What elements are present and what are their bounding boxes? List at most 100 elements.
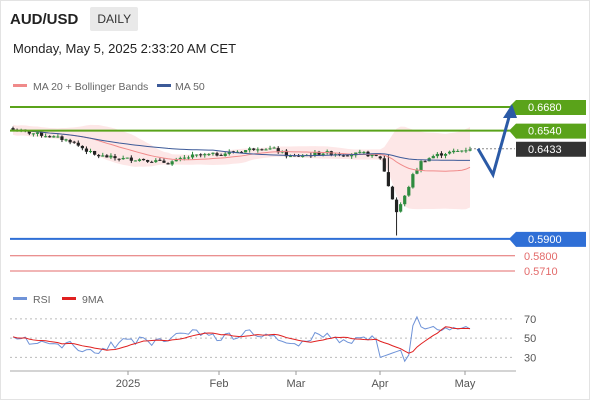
candle	[97, 153, 101, 159]
candle	[243, 150, 248, 153]
x-tick-label: Apr	[371, 378, 388, 390]
x-tick-label: Feb	[210, 378, 229, 390]
forecast-arrow	[476, 104, 517, 179]
candle	[88, 148, 93, 154]
symbol-label[interactable]: AUD/USD	[10, 10, 79, 28]
bollinger-legend-label: MA 20 + Bollinger Bands	[33, 81, 148, 93]
candle	[207, 153, 211, 157]
candle	[166, 162, 170, 165]
x-tick-label: Mar	[287, 378, 306, 390]
candle	[121, 155, 125, 160]
candle	[345, 155, 350, 157]
candle	[219, 153, 223, 156]
candle	[378, 155, 382, 160]
ma50-line	[12, 129, 471, 161]
level-current: 0.6433	[470, 141, 586, 157]
moving-averages	[12, 129, 471, 172]
timeframe-button[interactable]: DAILY	[90, 7, 139, 31]
main-legend: MA 20 + Bollinger Bands MA 50	[13, 81, 205, 93]
candle	[72, 140, 76, 144]
candle	[439, 151, 444, 159]
candle	[60, 135, 64, 143]
candle	[394, 197, 399, 236]
candle	[435, 152, 439, 159]
candle	[76, 140, 80, 147]
level-support: 0.5710	[10, 266, 558, 278]
candle	[56, 134, 60, 138]
rsi-tick-label: 30	[524, 352, 536, 364]
candle	[386, 155, 390, 187]
level-label: 0.6680	[528, 102, 562, 114]
candle	[162, 158, 166, 163]
candle	[248, 146, 252, 153]
candle	[64, 138, 68, 142]
ma50-legend-swatch	[157, 84, 171, 87]
rsi-ma-legend-label: 9MA	[82, 294, 104, 306]
candle	[11, 126, 15, 131]
candle	[113, 153, 117, 161]
candle	[44, 133, 48, 138]
candle	[84, 146, 89, 155]
candle	[456, 149, 460, 152]
x-tick-label: May	[455, 378, 476, 390]
candle	[93, 150, 97, 156]
candle	[190, 151, 195, 160]
candle	[317, 150, 321, 156]
candle	[431, 154, 435, 159]
candle	[358, 149, 362, 154]
candle	[137, 158, 142, 162]
candle	[80, 145, 84, 151]
rsi-legend: RSI 9MA	[13, 294, 104, 306]
candle	[129, 155, 133, 164]
candle	[382, 155, 386, 172]
forecast-arrowhead	[503, 104, 517, 118]
rsi-ma-legend-swatch	[62, 297, 76, 300]
candle	[403, 195, 407, 207]
candle	[215, 151, 219, 157]
support-level-label: 0.5710	[524, 266, 558, 278]
rsi-line	[12, 315, 471, 363]
candle	[150, 160, 154, 163]
candle	[146, 159, 150, 163]
candle	[105, 154, 109, 158]
forecast-path	[476, 109, 513, 179]
level-support: 0.5800	[10, 251, 558, 263]
candle	[199, 153, 203, 158]
candle	[415, 167, 419, 175]
level-label: 0.6540	[528, 126, 562, 138]
level-badge	[509, 100, 586, 115]
candle	[284, 149, 288, 159]
candle	[117, 158, 121, 162]
candle	[195, 154, 199, 158]
level-resistance: 0.6540	[10, 123, 586, 139]
rsi-legend-swatch	[13, 297, 27, 300]
price-levels: 0.6680 0.6540 0.6433 0.5900 0.5800 0.5710	[10, 100, 586, 278]
rsi-legend-label: RSI	[33, 294, 51, 306]
candle	[452, 148, 456, 154]
candle	[31, 133, 36, 137]
x-tick-label: 2025	[116, 378, 140, 390]
candle	[154, 158, 158, 163]
candle	[260, 148, 264, 151]
candle	[186, 155, 191, 160]
candle	[141, 158, 146, 161]
candle	[411, 172, 415, 189]
candle	[203, 152, 207, 158]
rsi-tick-label: 70	[524, 314, 536, 326]
candle	[48, 135, 52, 138]
candle	[443, 152, 448, 159]
timestamp: Monday, May 5, 2025 2:33:20 AM CET	[13, 41, 237, 56]
candle	[170, 160, 174, 166]
bollinger-bands	[13, 124, 470, 210]
candle	[68, 138, 72, 145]
support-level-label: 0.5800	[524, 251, 558, 263]
candle	[52, 135, 56, 138]
candle	[133, 160, 138, 162]
candle	[256, 147, 260, 153]
bollinger-band-area	[13, 124, 470, 210]
candle	[268, 145, 272, 150]
level-badge	[509, 231, 586, 247]
rsi-panel: 30 50 70	[10, 314, 536, 364]
candle	[264, 148, 268, 151]
